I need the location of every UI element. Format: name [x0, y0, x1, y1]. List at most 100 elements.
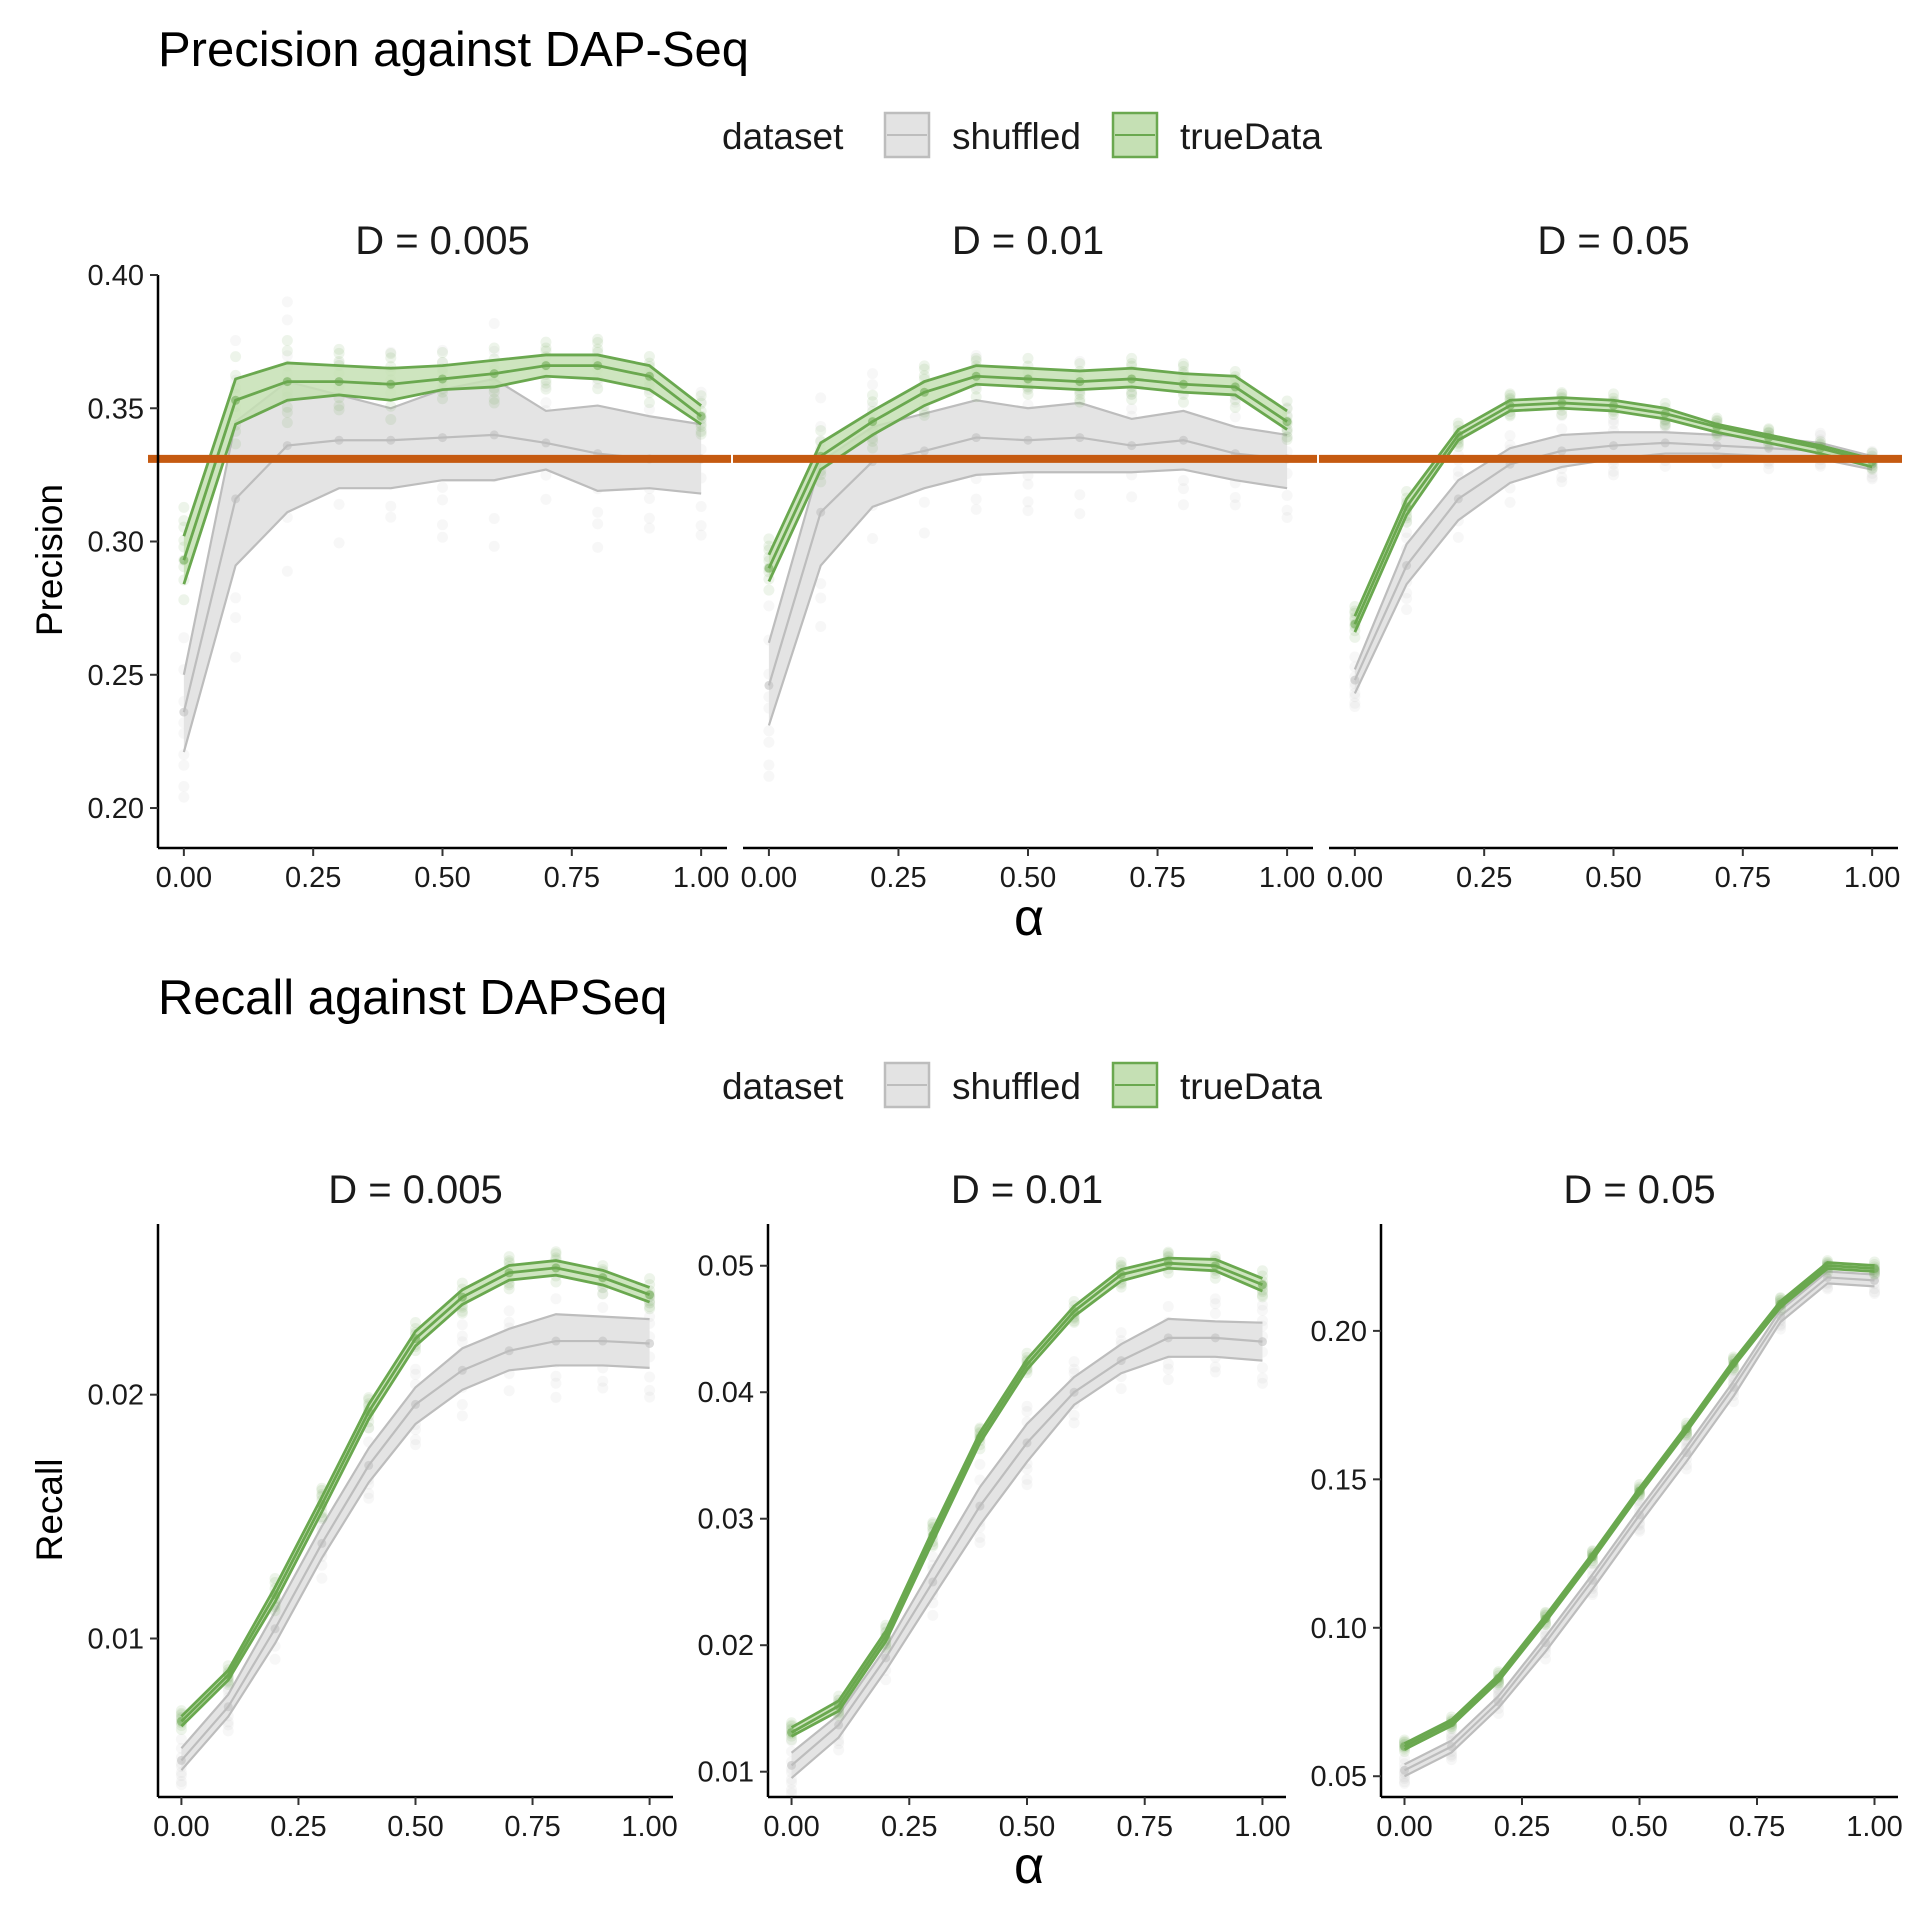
- shuffled-replicate-point: [1177, 483, 1189, 495]
- shuffled-point: [919, 446, 929, 456]
- x-tick-label: 0.50: [414, 862, 470, 894]
- truedata-point: [1075, 377, 1085, 387]
- panel-strip-label: D = 0.01: [952, 219, 1104, 263]
- shuffled-point: [1400, 1765, 1409, 1775]
- shuffled-replicate-point: [1177, 499, 1189, 511]
- shuffled-replicate-point: [1608, 418, 1619, 430]
- shuffled-point: [1257, 1337, 1267, 1347]
- x-tick-label: 0.25: [870, 862, 926, 894]
- shuffled-replicate-point: [867, 533, 879, 545]
- shuffled-replicate-point: [456, 1398, 468, 1410]
- truedata-replicate-point: [763, 584, 775, 596]
- shuffled-replicate-point: [175, 1733, 187, 1745]
- x-tick-label: 0.50: [999, 1811, 1055, 1843]
- shuffled-replicate-point: [1126, 403, 1138, 415]
- y-tick-label: 0.30: [88, 527, 144, 559]
- x-tick-label: 0.75: [1729, 1811, 1785, 1843]
- shuffled-point: [881, 1653, 891, 1663]
- shuffled-point: [457, 1365, 467, 1375]
- shuffled-replicate-point: [695, 501, 707, 513]
- shuffled-replicate-point: [597, 1302, 609, 1314]
- x-tick-label: 0.00: [741, 862, 797, 894]
- shuffled-replicate-point: [695, 386, 707, 398]
- truedata-upper-line: [182, 353, 702, 537]
- truedata-point: [645, 1290, 655, 1300]
- shuffled-replicate-point: [281, 296, 293, 308]
- truedata-replicate-point: [695, 426, 707, 438]
- truedata-lower-line: [182, 374, 702, 585]
- x-tick-label: 0.00: [763, 1811, 819, 1843]
- shuffled-point: [1447, 1742, 1456, 1752]
- shuffled-replicate-point: [927, 1609, 939, 1621]
- truedata-point: [1163, 1258, 1173, 1268]
- truedata-replicate-point: [1281, 395, 1293, 407]
- shuffled-replicate-point: [815, 621, 827, 633]
- shuffled-replicate-point: [230, 612, 242, 624]
- truedata-replicate-point: [503, 1251, 515, 1263]
- precision-figure-title: Precision against DAP-Seq: [158, 23, 749, 77]
- shuffled-replicate-point: [643, 522, 655, 534]
- shuffled-replicate-point: [1866, 471, 1878, 483]
- shuffled-replicate-point: [592, 541, 604, 553]
- shuffled-replicate-point: [230, 651, 242, 663]
- shuffled-replicate-point: [410, 1363, 421, 1375]
- shuffled-replicate-point: [281, 350, 293, 362]
- truedata-replicate-point: [385, 413, 397, 425]
- shuffled-point: [438, 433, 447, 443]
- y-tick-label: 0.02: [698, 1630, 754, 1662]
- shuffled-replicate-point: [178, 780, 190, 792]
- shuffled-point: [645, 1338, 655, 1348]
- truedata-point: [1557, 398, 1567, 408]
- shuffled-replicate-point: [488, 512, 500, 524]
- shuffled-replicate-point: [550, 1377, 562, 1389]
- truedata-point: [1815, 443, 1825, 453]
- truedata-replicate-point: [1209, 1272, 1221, 1284]
- y-tick-label: 0.05: [1311, 1761, 1367, 1793]
- shuffled-replicate-point: [974, 1458, 986, 1470]
- shuffled-replicate-point: [1209, 1366, 1221, 1378]
- shuffled-replicate-point: [763, 759, 775, 771]
- truedata-replicate-point: [592, 337, 604, 349]
- x-tick-label: 0.25: [1494, 1811, 1550, 1843]
- shuffled-replicate-point: [178, 749, 190, 761]
- truedata-replicate-point: [230, 351, 242, 363]
- x-tick-label: 1.00: [1844, 862, 1900, 894]
- truedata-replicate-point: [644, 1301, 656, 1313]
- truedata-replicate-point: [815, 425, 827, 437]
- legend-label-shuffled: shuffled: [952, 116, 1081, 157]
- y-tick-label: 0.04: [698, 1377, 754, 1409]
- truedata-point: [411, 1334, 420, 1344]
- shuffled-replicate-point: [540, 380, 552, 392]
- shuffled-point: [1588, 1575, 1597, 1585]
- shuffled-replicate-point: [1608, 414, 1619, 426]
- truedata-replicate-point: [385, 400, 397, 412]
- shuffled-replicate-point: [550, 1293, 562, 1305]
- truedata-replicate-point: [970, 391, 982, 403]
- shuffled-replicate-point: [1556, 471, 1568, 483]
- x-tick-label: 0.50: [1585, 862, 1641, 894]
- truedata-point: [1257, 1280, 1267, 1290]
- truedata-point: [1178, 379, 1188, 389]
- shuffled-point: [598, 1336, 608, 1346]
- truedata-upper-line: [767, 364, 1288, 556]
- truedata-point: [868, 417, 878, 427]
- truedata-lower-line: [1353, 406, 1873, 633]
- shuffled-point: [1127, 441, 1137, 451]
- truedata-point: [1494, 1673, 1503, 1683]
- shuffled-replicate-point: [230, 335, 242, 347]
- shuffled-upper-line: [790, 1317, 1263, 1754]
- shuffled-replicate-point: [410, 1439, 421, 1451]
- shuffled-replicate-point: [970, 349, 982, 361]
- truedata-replicate-point: [1281, 431, 1293, 443]
- shuffled-replicate-point: [1399, 1753, 1410, 1765]
- shuffled-replicate-point: [867, 379, 879, 391]
- truedata-replicate-point: [644, 1273, 656, 1285]
- truedata-replicate-point: [550, 1276, 562, 1288]
- shuffled-replicate-point: [222, 1725, 234, 1737]
- recall-x-axis-title: α: [1014, 1837, 1044, 1895]
- shuffled-replicate-point: [597, 1382, 609, 1394]
- truedata-replicate-point: [1659, 397, 1671, 409]
- shuffled-replicate-point: [437, 494, 448, 506]
- truedata-lower-line: [790, 1266, 1264, 1738]
- shuffled-replicate-point: [456, 1319, 468, 1331]
